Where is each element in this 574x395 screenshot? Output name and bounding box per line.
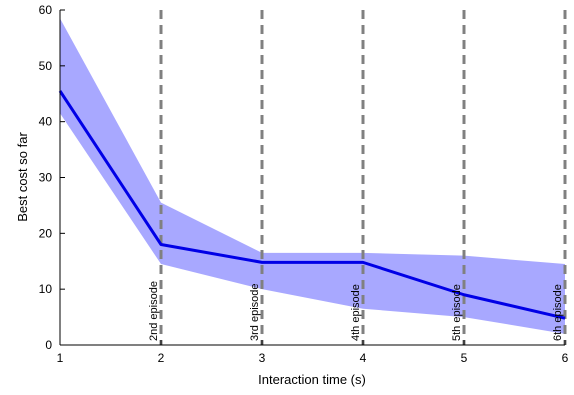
- confidence-band: [60, 18, 565, 334]
- x-tick-label: 6: [562, 351, 569, 365]
- y-tick-label: 40: [39, 115, 53, 129]
- y-tick-label: 10: [39, 282, 53, 296]
- x-tick-label: 4: [360, 351, 367, 365]
- y-tick-label: 0: [45, 338, 52, 352]
- y-tick-label: 60: [39, 3, 53, 17]
- episode-label: 5th episode: [451, 284, 463, 341]
- episode-label: 2nd episode: [148, 281, 160, 341]
- y-tick-label: 30: [39, 171, 53, 185]
- mean-cost-line: [58, 90, 566, 320]
- x-tick-label: 5: [461, 351, 468, 365]
- y-tick-label: 50: [39, 59, 53, 73]
- y-tick-label: 20: [39, 226, 53, 240]
- x-axis-title: Interaction time (s): [258, 372, 366, 387]
- x-tick-label: 1: [57, 351, 64, 365]
- episode-label: 3rd episode: [249, 284, 261, 342]
- episode-label: 4th episode: [350, 284, 362, 341]
- y-axis-title: Best cost so far: [15, 132, 30, 222]
- x-tick-label: 2: [158, 351, 165, 365]
- episode-label: 6th episode: [552, 284, 564, 341]
- x-tick-label: 3: [259, 351, 266, 365]
